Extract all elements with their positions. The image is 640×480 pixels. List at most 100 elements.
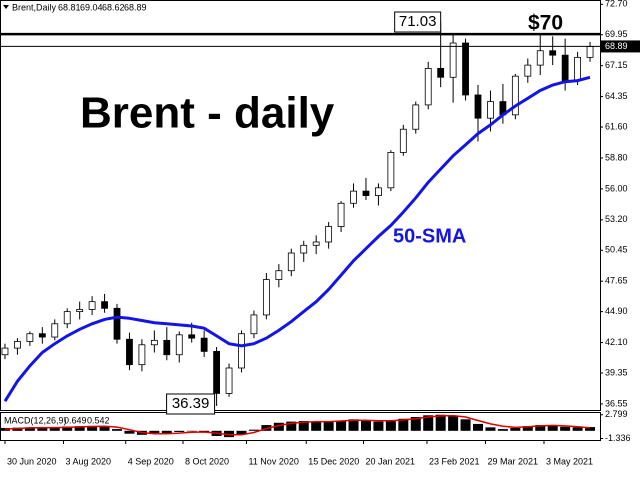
candle-body [337,202,345,227]
trough-label: 36.39 [172,395,210,412]
low: 68.62 [102,2,125,12]
candle-body [574,56,581,81]
macd-bar [62,426,73,431]
candle-body [188,334,196,339]
y-tick-label: 42.10 [605,337,628,347]
candle-body [88,301,96,310]
macd-bar [174,430,185,432]
y-tick-label: 39.35 [605,367,628,377]
chart-title: Brent - daily [80,89,335,138]
macd-bar [87,425,98,431]
macd-bar [435,414,446,431]
candle-body [387,152,395,189]
candle-body [549,50,557,56]
sma-label: 50-SMA [393,225,466,247]
candle-body [38,333,46,338]
y-tick-label: 72.70 [605,0,628,9]
macd-bar [485,427,496,431]
peak-box [394,11,442,33]
macd-bar [522,426,533,431]
macd-y-tick-label: -1.336 [605,433,631,443]
macd-bar [149,430,160,434]
macd-bar [186,430,197,432]
macd-bar [360,420,371,431]
candle-body [238,333,245,369]
candle-body [126,338,133,366]
macd-bar [74,426,85,431]
candle-body [113,307,121,340]
symbol: Brent,Daily [12,2,57,12]
candle-body [474,94,482,119]
candle-body [437,68,445,78]
y-tick-label: 50.45 [605,245,628,255]
macd-bar [298,421,309,431]
candle-body [524,64,532,77]
candle-body [487,101,494,119]
macd-bar [336,420,347,431]
macd-y-tick-label: 2.799 [605,409,628,419]
macd-bar [398,418,409,431]
candle-body [150,339,158,346]
peak-label: 71.03 [399,13,437,30]
macd-bar [124,430,135,434]
candle-body [250,314,258,335]
x-tick-label: 15 Dec 2020 [308,456,359,466]
candle-body [325,226,333,243]
candle-body [163,339,171,356]
main-frame [0,0,601,411]
candle-body [300,244,308,254]
x-tick-label: 8 Oct 2020 [185,456,229,466]
y-tick-label: 36.55 [605,398,628,408]
menu-arrow[interactable] [3,5,9,9]
macd-bar [547,425,558,431]
macd-bar [224,430,235,438]
macd-bar [348,419,359,431]
y-tick-label: 64.35 [605,91,628,101]
close: 68.89 [124,2,147,12]
macd-bar [37,427,48,431]
candle-body [262,279,270,316]
y-tick-label: 56.00 [605,183,628,193]
macd-bar [423,415,434,431]
macd-bar [286,421,297,431]
macd-bar [49,427,60,431]
macd-bar [248,429,259,431]
macd-bar [99,426,110,431]
macd-bar [572,427,583,431]
macd-bar [410,417,421,431]
candle-body [101,301,108,309]
candle-body [586,46,594,58]
candle-body [26,333,34,342]
candle-body [412,104,420,130]
macd-bar [385,420,396,431]
signal-line [4,414,591,436]
candle-body [561,54,569,81]
signal-value: 0.542 [87,415,110,425]
candle-body [63,311,71,325]
x-tick-label: 23 Feb 2021 [429,456,480,466]
y-tick-label: 58.80 [605,152,628,162]
macd-bar [510,427,521,431]
x-tick-label: 29 Mar 2021 [487,456,538,466]
candle-body [462,42,469,96]
candle-body [312,241,320,246]
candle-body [200,337,208,352]
candle-body [511,75,519,116]
y-tick-label: 61.60 [605,121,628,131]
candle-body [399,128,407,153]
candle-body [225,367,233,394]
macd-bar [473,423,484,431]
price-marker-label: 68.89 [605,41,628,51]
candle-body [275,270,283,280]
candle-body [14,341,21,349]
candle-body [51,323,59,338]
macd-bar [273,422,284,431]
candle-body [536,50,544,66]
macd-bar [323,421,334,431]
macd-bar [560,426,571,431]
candle-body [213,351,220,394]
macd-bar [460,419,471,431]
x-tick-label: 30 Jun 2020 [7,456,57,466]
y-tick-label: 47.65 [605,276,628,286]
macd-bar [535,425,546,431]
